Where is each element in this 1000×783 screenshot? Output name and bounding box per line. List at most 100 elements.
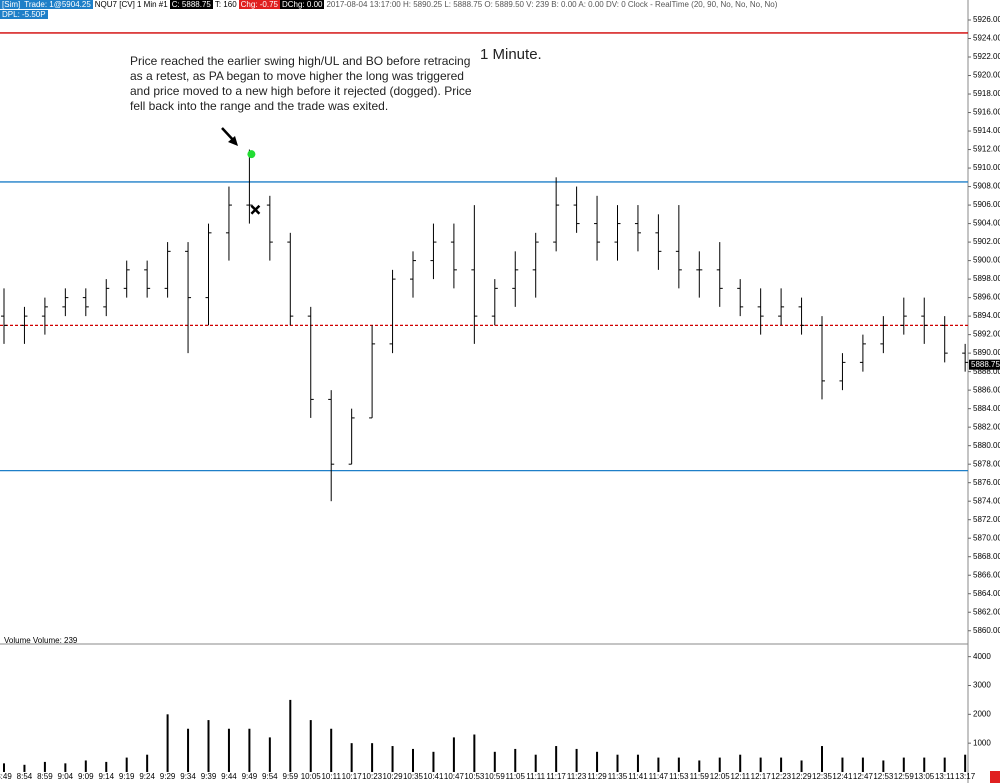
y-tick-label: 5920.00 xyxy=(973,71,1000,80)
x-tick-label: 11:53 xyxy=(669,772,689,781)
volume-bar xyxy=(84,760,87,772)
x-tick-label: 10:53 xyxy=(464,772,485,781)
volume-bar xyxy=(821,746,823,772)
y-tick-label: 5904.00 xyxy=(973,219,1000,228)
x-tick-label: 9:54 xyxy=(262,772,278,781)
y-tick-label: 5878.00 xyxy=(973,459,1000,468)
x-tick-label: 9:09 xyxy=(78,772,94,781)
x-tick-label: 12:29 xyxy=(792,772,813,781)
y-tick-label: 5924.00 xyxy=(973,34,1000,43)
volume-bar xyxy=(964,754,967,772)
volume-bar xyxy=(227,728,230,772)
header: [Sim] Trade: 1@5904.25 NQU7 [CV] 1 Min #1 C… xyxy=(0,0,779,20)
y-tick-label: 5884.00 xyxy=(973,404,1000,413)
volume-bar xyxy=(268,737,271,772)
header-item: Chg: -0.75 xyxy=(238,0,280,9)
volume-bar xyxy=(902,757,905,772)
x-tick-label: 11:11 xyxy=(526,772,545,781)
volume-bar xyxy=(493,751,496,772)
y-tick-label: 5886.00 xyxy=(973,385,1000,394)
y-tick-label: 5912.00 xyxy=(973,145,1000,154)
header-item: C: 5888.75 xyxy=(169,0,213,9)
volume-bar xyxy=(657,757,660,772)
x-tick-label: 9:04 xyxy=(58,772,74,781)
y-tick-label: 5868.00 xyxy=(973,552,1000,561)
y-tick-label: 5864.00 xyxy=(973,589,1000,598)
x-tick-label: 9:44 xyxy=(221,772,237,781)
volume-title: Volume Volume: 239 xyxy=(4,636,78,645)
volume-bar xyxy=(43,761,46,772)
x-tick-label: 13:17 xyxy=(955,772,976,781)
x-tick-label: 10:05 xyxy=(301,772,322,781)
x-tick-label: 10:29 xyxy=(383,772,404,781)
header-item: 2017-08-04 13:17:00 H: 5890.25 L: 5888.7… xyxy=(326,0,778,9)
y-tick-label: 5876.00 xyxy=(973,478,1000,487)
volume-bar xyxy=(698,760,701,772)
last-price-label: 5888.75 xyxy=(971,360,1000,369)
x-tick-label: 12:59 xyxy=(894,772,915,781)
volume-bar xyxy=(514,748,517,772)
x-tick-label: 8:49 xyxy=(0,772,12,781)
annotation-line: as a retest, as PA began to move higher … xyxy=(130,69,464,83)
volume-bar xyxy=(371,743,374,772)
volume-bar xyxy=(800,760,803,772)
x-tick-label: 9:34 xyxy=(180,772,196,781)
x-tick-label: 12:05 xyxy=(710,772,731,781)
x-tick-label: 12:41 xyxy=(832,772,853,781)
y-tick-label: 5862.00 xyxy=(973,607,1000,616)
x-tick-label: 12:11 xyxy=(730,772,750,781)
volume-bar xyxy=(23,764,26,772)
x-tick-label: 12:35 xyxy=(812,772,833,781)
x-tick-label: 13:11 xyxy=(935,772,955,781)
volume-bar xyxy=(759,757,762,772)
x-tick-label: 9:19 xyxy=(119,772,135,781)
x-tick-label: 10:17 xyxy=(342,772,363,781)
x-tick-label: 10:23 xyxy=(362,772,383,781)
volume-bar xyxy=(575,748,578,772)
y-tick-label: 5880.00 xyxy=(973,441,1000,450)
y-tick-label: 5894.00 xyxy=(973,311,1000,320)
annotation-line: fell back into the range and the trade w… xyxy=(130,99,389,113)
y-tick-label: 5896.00 xyxy=(973,293,1000,302)
y-tick-label: 5902.00 xyxy=(973,237,1000,246)
x-tick-label: 9:39 xyxy=(201,772,217,781)
volume-bar xyxy=(207,720,210,772)
annotation-line: and price moved to a new high before it … xyxy=(130,84,472,98)
volume-bar xyxy=(943,757,946,772)
y-tick-label: 5870.00 xyxy=(973,533,1000,542)
x-tick-label: 9:59 xyxy=(283,772,299,781)
exit-marker xyxy=(250,204,261,215)
y-tick-label: 5906.00 xyxy=(973,200,1000,209)
volume-bar xyxy=(412,748,414,772)
volume-bar xyxy=(555,746,558,772)
y-tick-label: 5874.00 xyxy=(973,496,1000,505)
volume-bar xyxy=(187,728,190,772)
x-tick-label: 10:11 xyxy=(321,772,341,781)
x-tick-label: 9:24 xyxy=(139,772,155,781)
y-tick-label: 1000 xyxy=(973,738,991,747)
volume-bar xyxy=(677,757,680,772)
volume-bar xyxy=(616,754,619,772)
header-item: T: 160 xyxy=(214,0,237,9)
volume-bar xyxy=(391,746,394,772)
volume-bar xyxy=(861,757,864,772)
y-tick-label: 5922.00 xyxy=(973,52,1000,61)
y-tick-label: 5866.00 xyxy=(973,570,1000,579)
volume-bar xyxy=(473,734,476,772)
volume-bar xyxy=(125,757,128,772)
header-item: DChg: 0.00 xyxy=(280,0,325,9)
y-tick-label: 2000 xyxy=(973,709,991,718)
volume-bar xyxy=(534,754,537,772)
x-tick-label: 10:59 xyxy=(485,772,506,781)
volume-bar xyxy=(923,757,926,772)
arrowhead xyxy=(228,136,238,146)
y-tick-label: 5888.00 xyxy=(973,367,1000,376)
volume-bar xyxy=(289,699,292,772)
y-tick-label: 5910.00 xyxy=(973,163,1000,172)
volume-bar xyxy=(452,737,455,772)
x-tick-label: 9:49 xyxy=(242,772,258,781)
x-tick-label: 12:47 xyxy=(853,772,874,781)
y-tick-label: 5860.00 xyxy=(973,626,1000,635)
y-tick-label: 5908.00 xyxy=(973,182,1000,191)
